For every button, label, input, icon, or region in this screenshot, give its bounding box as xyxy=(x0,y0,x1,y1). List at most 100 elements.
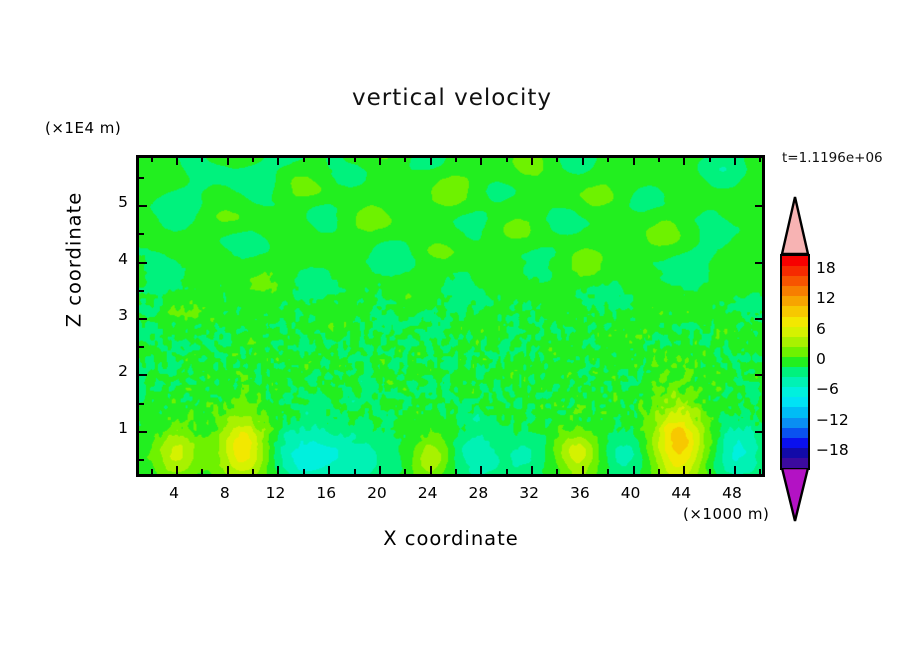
x-axis-tick xyxy=(226,466,229,475)
x-axis-tick-top xyxy=(683,157,686,165)
y-axis-unit-label: (×1E4 m) xyxy=(45,119,122,137)
x-axis-tick-top xyxy=(531,157,534,165)
colorbar-tick-label: 12 xyxy=(816,289,836,308)
y-axis-tick-label: 5 xyxy=(118,193,128,212)
x-axis-minor-tick xyxy=(252,469,255,475)
colorbar-band xyxy=(782,397,808,408)
x-axis-minor-tick xyxy=(150,469,153,475)
colorbar-band xyxy=(782,437,808,448)
x-axis-tick-label: 16 xyxy=(316,484,337,502)
plot-area[interactable] xyxy=(136,155,765,477)
x-axis-minor-tick-top xyxy=(657,157,660,162)
x-axis-minor-tick xyxy=(201,469,204,475)
x-axis-minor-tick xyxy=(759,469,762,475)
x-axis-tick xyxy=(531,466,534,475)
x-axis-tick-top xyxy=(632,157,635,165)
x-axis-tick-label: 8 xyxy=(219,484,230,502)
x-axis-minor-tick xyxy=(556,469,559,475)
x-axis-minor-tick xyxy=(607,469,610,475)
contour-field xyxy=(139,158,762,474)
y-axis-tick-right xyxy=(755,374,763,377)
x-axis-tick xyxy=(328,466,331,475)
x-axis-tick-label: 48 xyxy=(722,484,742,502)
colorbar-band xyxy=(782,266,808,277)
x-axis-tick xyxy=(429,466,432,475)
colorbar-tick-label: 0 xyxy=(816,350,826,368)
colorbar-band xyxy=(782,316,808,327)
colorbar-band xyxy=(782,427,808,438)
x-axis-tick-label: 24 xyxy=(417,484,438,502)
colorbar-band xyxy=(782,387,808,398)
colorbar-band xyxy=(782,407,808,418)
y-axis-tick-right xyxy=(755,261,763,264)
colorbar-band xyxy=(782,286,808,297)
x-axis-tick-top xyxy=(581,157,584,165)
x-axis-tick xyxy=(683,466,686,475)
x-axis-minor-tick-top xyxy=(353,157,356,162)
x-axis-minor-tick-top xyxy=(302,157,305,162)
colorbar-band xyxy=(782,447,808,458)
y-axis-tick xyxy=(138,261,147,264)
colorbar-band xyxy=(782,296,808,307)
y-axis-minor-tick xyxy=(138,459,144,462)
x-axis-minor-tick-top xyxy=(404,157,407,162)
y-axis-tick-label: 4 xyxy=(118,249,128,268)
x-axis-minor-tick-top xyxy=(150,157,153,162)
timestamp-annotation: t=1.1196e+06 xyxy=(782,150,883,166)
x-axis-minor-tick-top xyxy=(505,157,508,162)
colorbar-band xyxy=(782,306,808,317)
x-axis-tick xyxy=(277,466,280,475)
y-axis-minor-tick xyxy=(138,176,144,179)
colorbar-band xyxy=(782,356,808,368)
y-axis-tick-right xyxy=(755,430,763,433)
colorbar-tick-label: −18 xyxy=(816,440,849,459)
colorbar-tick-label: 6 xyxy=(816,319,826,338)
y-axis-tick-label: 3 xyxy=(118,306,128,324)
y-axis-tick-label: 2 xyxy=(118,362,128,381)
x-axis-minor-tick xyxy=(657,469,660,475)
colorbar-tick-label: −12 xyxy=(816,410,849,429)
x-axis-tick xyxy=(734,466,737,475)
x-axis-tick-top xyxy=(176,157,179,165)
x-axis-tick-label: 44 xyxy=(671,484,692,502)
colorbar-over-cap xyxy=(780,196,810,256)
x-axis-minor-tick xyxy=(455,469,458,475)
colorbar-band xyxy=(782,276,808,287)
x-axis-tick xyxy=(632,466,635,475)
x-axis-minor-tick-top xyxy=(607,157,610,162)
x-axis-minor-tick-top xyxy=(201,157,204,162)
x-axis-minor-tick xyxy=(708,469,711,475)
page-title: vertical velocity xyxy=(352,85,552,111)
x-axis-minor-tick-top xyxy=(556,157,559,162)
y-axis-tick xyxy=(138,318,147,320)
y-axis-minor-tick xyxy=(138,346,144,349)
x-axis-tick-label: 12 xyxy=(265,484,286,502)
x-axis-tick-label: 32 xyxy=(519,484,539,502)
y-axis-minor-tick xyxy=(138,289,144,292)
y-axis-minor-tick xyxy=(138,402,144,405)
x-axis-tick-label: 36 xyxy=(569,484,590,502)
x-axis-unit-label: (×1000 m) xyxy=(683,505,770,523)
y-axis-tick-right xyxy=(755,205,763,208)
colorbar-tick-label: 18 xyxy=(816,259,836,278)
x-axis-tick-top xyxy=(328,157,331,165)
x-axis-minor-tick xyxy=(404,469,407,475)
x-axis-tick-top xyxy=(378,157,381,165)
x-axis-tick-label: 4 xyxy=(169,484,179,502)
x-axis-tick-label: 20 xyxy=(367,484,387,502)
x-axis-minor-tick-top xyxy=(252,157,255,162)
x-axis-minor-tick-top xyxy=(455,157,458,162)
colorbar-band xyxy=(782,326,808,337)
y-axis-title: Z coordinate xyxy=(62,191,86,328)
x-axis-minor-tick-top xyxy=(708,157,711,162)
x-axis-minor-tick xyxy=(302,469,305,475)
x-axis-tick-top xyxy=(480,157,483,165)
colorbar[interactable] xyxy=(780,254,810,470)
x-axis-tick-top xyxy=(429,157,432,165)
x-axis-tick xyxy=(480,466,483,475)
y-axis-tick-label: 1 xyxy=(118,418,128,437)
colorbar-band xyxy=(782,367,808,378)
x-axis-tick-top xyxy=(734,157,737,165)
x-axis-minor-tick xyxy=(353,469,356,475)
